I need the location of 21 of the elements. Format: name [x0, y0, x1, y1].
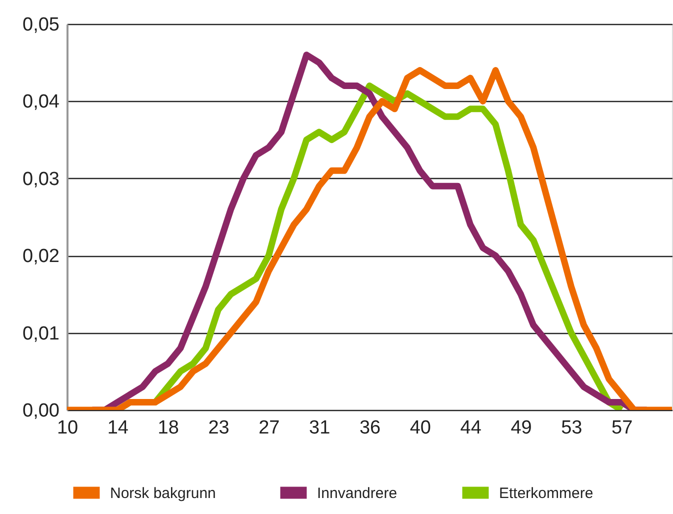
x-tick-label: 49 — [510, 418, 532, 438]
x-tick-label: 57 — [612, 418, 633, 438]
x-tick-label: 14 — [107, 418, 129, 438]
x-tick-label: 53 — [561, 418, 582, 438]
x-tick-label: 36 — [359, 418, 381, 438]
y-tick-label: 0,01 — [22, 323, 60, 344]
y-tick-label: 0,04 — [22, 92, 60, 113]
x-tick-label: 10 — [56, 418, 78, 438]
y-tick-label: 0,05 — [22, 14, 60, 36]
legend-label: Innvandrere — [317, 484, 398, 502]
y-tick-label: 0,02 — [22, 246, 60, 268]
x-tick-label: 40 — [410, 418, 431, 438]
legend-label: Norsk bakgrunn — [110, 484, 216, 502]
x-tick-label: 27 — [258, 418, 280, 438]
x-tick-label: 44 — [460, 418, 482, 438]
x-tick-label: 31 — [309, 418, 330, 438]
x-tick-label: 23 — [208, 418, 230, 438]
legend-label: Etterkommere — [499, 484, 594, 502]
y-tick-label: 0,00 — [22, 400, 60, 422]
x-tick-label: 18 — [158, 418, 179, 438]
y-tick-label: 0,03 — [22, 168, 60, 190]
